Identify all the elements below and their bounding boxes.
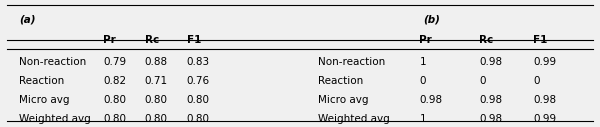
Text: Rc: Rc — [145, 35, 159, 45]
Text: F1: F1 — [187, 35, 201, 45]
Text: 1: 1 — [419, 114, 426, 124]
Text: 0: 0 — [419, 76, 426, 86]
Text: 0.99: 0.99 — [533, 57, 556, 67]
Text: 0.80: 0.80 — [145, 114, 168, 124]
Text: Reaction: Reaction — [19, 76, 65, 86]
Text: 0: 0 — [479, 76, 485, 86]
Text: F1: F1 — [533, 35, 547, 45]
Text: Weighted avg: Weighted avg — [318, 114, 389, 124]
Text: Non-reaction: Non-reaction — [19, 57, 86, 67]
Text: 0.80: 0.80 — [187, 95, 209, 105]
Text: 0.98: 0.98 — [479, 114, 502, 124]
Text: (b): (b) — [423, 15, 440, 25]
Text: 0.98: 0.98 — [479, 95, 502, 105]
Text: 0.71: 0.71 — [145, 76, 168, 86]
Text: 0.99: 0.99 — [533, 114, 556, 124]
Text: 0.79: 0.79 — [103, 57, 126, 67]
Text: Rc: Rc — [479, 35, 493, 45]
Text: Weighted avg: Weighted avg — [19, 114, 91, 124]
Text: 0.82: 0.82 — [103, 76, 126, 86]
Text: 0: 0 — [533, 76, 539, 86]
Text: 0.98: 0.98 — [533, 95, 556, 105]
Text: 0.76: 0.76 — [187, 76, 209, 86]
Text: Pr: Pr — [419, 35, 432, 45]
Text: Pr: Pr — [103, 35, 116, 45]
Text: 0.98: 0.98 — [419, 95, 443, 105]
Text: 0.88: 0.88 — [145, 57, 168, 67]
Text: 0.83: 0.83 — [187, 57, 209, 67]
Text: Reaction: Reaction — [318, 76, 363, 86]
Text: (a): (a) — [19, 15, 36, 25]
Text: 0.80: 0.80 — [103, 95, 126, 105]
Text: 0.80: 0.80 — [145, 95, 168, 105]
Text: 0.80: 0.80 — [103, 114, 126, 124]
Text: Non-reaction: Non-reaction — [318, 57, 385, 67]
Text: 0.80: 0.80 — [187, 114, 209, 124]
Text: Micro avg: Micro avg — [318, 95, 368, 105]
Text: Micro avg: Micro avg — [19, 95, 70, 105]
Text: 0.98: 0.98 — [479, 57, 502, 67]
Text: 1: 1 — [419, 57, 426, 67]
